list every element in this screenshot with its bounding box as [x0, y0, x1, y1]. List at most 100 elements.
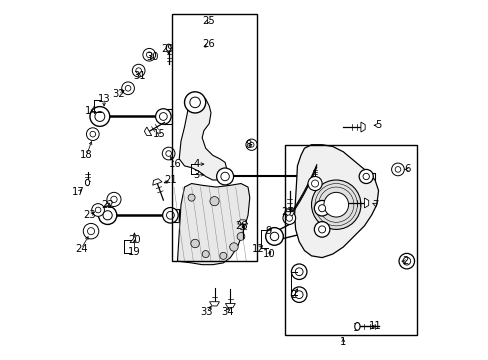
Polygon shape	[237, 220, 247, 224]
Ellipse shape	[354, 323, 359, 330]
Ellipse shape	[166, 44, 171, 51]
Text: 31: 31	[133, 71, 145, 81]
Circle shape	[311, 180, 318, 187]
Circle shape	[318, 205, 325, 212]
Circle shape	[391, 163, 404, 176]
Polygon shape	[225, 303, 235, 308]
Polygon shape	[209, 302, 219, 306]
Text: 16: 16	[168, 159, 181, 169]
Text: 20: 20	[128, 235, 141, 245]
Circle shape	[155, 109, 171, 124]
Circle shape	[283, 212, 295, 224]
Polygon shape	[177, 184, 249, 265]
Circle shape	[92, 204, 104, 216]
Circle shape	[323, 192, 348, 217]
Circle shape	[285, 215, 292, 221]
Circle shape	[90, 131, 96, 137]
Text: 34: 34	[221, 307, 233, 317]
Circle shape	[188, 194, 195, 201]
Circle shape	[163, 207, 178, 223]
Circle shape	[202, 251, 209, 258]
Text: 21: 21	[164, 175, 177, 185]
Circle shape	[291, 264, 306, 279]
Circle shape	[86, 128, 99, 140]
Circle shape	[159, 113, 167, 120]
Text: 28: 28	[235, 221, 247, 231]
Text: 11: 11	[368, 321, 381, 332]
Circle shape	[107, 192, 121, 207]
Bar	[172, 14, 256, 261]
Circle shape	[245, 139, 257, 150]
Text: 12: 12	[251, 244, 264, 254]
Polygon shape	[179, 95, 226, 180]
Circle shape	[216, 168, 233, 185]
Circle shape	[146, 52, 152, 58]
Polygon shape	[144, 127, 151, 136]
Circle shape	[237, 233, 244, 240]
Text: 4: 4	[193, 159, 200, 169]
Polygon shape	[364, 198, 368, 208]
Text: 17: 17	[72, 187, 85, 197]
Circle shape	[166, 211, 174, 219]
Circle shape	[229, 243, 238, 251]
Circle shape	[136, 68, 141, 73]
Bar	[285, 145, 417, 335]
Text: 26: 26	[202, 39, 214, 49]
Circle shape	[295, 291, 303, 298]
Text: 7: 7	[372, 200, 378, 210]
Text: 24: 24	[75, 244, 87, 254]
Circle shape	[311, 180, 360, 229]
Circle shape	[189, 97, 200, 108]
Circle shape	[98, 206, 117, 224]
Circle shape	[265, 228, 283, 245]
Text: 1: 1	[339, 337, 346, 347]
Text: 9: 9	[265, 226, 271, 236]
Circle shape	[398, 253, 414, 269]
Circle shape	[362, 173, 368, 180]
Text: 25: 25	[202, 16, 214, 26]
Circle shape	[103, 211, 112, 220]
Text: 29: 29	[161, 45, 174, 54]
Polygon shape	[294, 145, 378, 258]
Text: 2: 2	[401, 256, 407, 266]
Text: 23: 23	[83, 210, 96, 220]
Text: 5: 5	[375, 120, 381, 130]
Circle shape	[95, 112, 104, 121]
Circle shape	[314, 222, 329, 237]
Text: 27: 27	[281, 207, 293, 217]
Circle shape	[83, 224, 99, 239]
Text: 14: 14	[84, 106, 97, 116]
Polygon shape	[284, 212, 294, 216]
Circle shape	[295, 268, 303, 276]
Circle shape	[142, 48, 155, 61]
Text: 3: 3	[193, 170, 200, 180]
Polygon shape	[360, 122, 365, 132]
Circle shape	[314, 201, 329, 216]
Text: 15: 15	[152, 129, 165, 139]
Text: 30: 30	[145, 51, 158, 62]
Text: 13: 13	[98, 94, 110, 104]
Circle shape	[95, 207, 101, 213]
Circle shape	[122, 82, 134, 95]
Circle shape	[358, 170, 372, 184]
Circle shape	[87, 228, 94, 235]
Circle shape	[125, 85, 131, 91]
Circle shape	[270, 232, 278, 241]
Text: 33: 33	[200, 307, 212, 317]
Text: 32: 32	[112, 89, 124, 99]
Text: 8: 8	[245, 140, 251, 150]
Circle shape	[402, 257, 410, 265]
Circle shape	[248, 142, 253, 147]
Circle shape	[318, 226, 325, 233]
Circle shape	[219, 252, 226, 259]
Circle shape	[165, 151, 171, 156]
Circle shape	[190, 239, 199, 248]
Circle shape	[394, 167, 400, 172]
Circle shape	[132, 64, 145, 77]
Text: 18: 18	[80, 150, 93, 160]
Circle shape	[162, 147, 175, 160]
Polygon shape	[152, 179, 162, 185]
Circle shape	[209, 197, 219, 206]
Text: 6: 6	[404, 165, 410, 174]
Text: 22: 22	[101, 200, 114, 210]
